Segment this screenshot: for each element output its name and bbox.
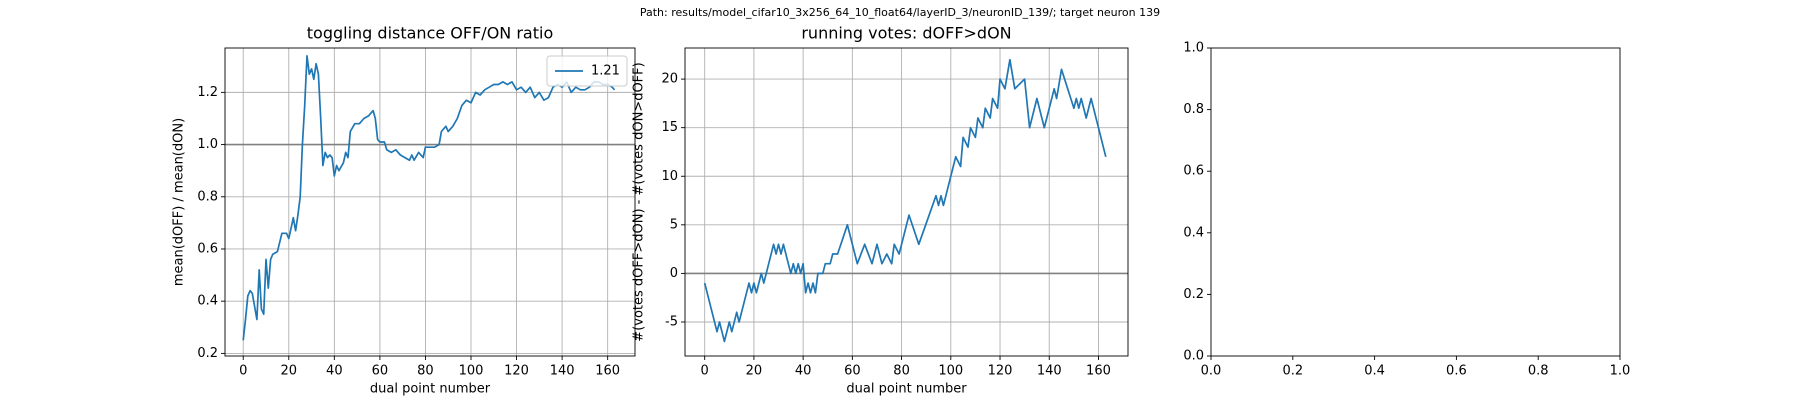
x-tick-label: 160 — [595, 364, 620, 379]
y-tick-label: 1.0 — [197, 137, 218, 152]
subplot: 0 20 40 60 80 100 120 140 160 -5 0 5 10 15 20 running v… — [632, 24, 1129, 397]
x-tick-label: 60 — [844, 364, 861, 379]
x-tick-label: 40 — [326, 364, 343, 379]
y-tick-label: 1.0 — [1183, 41, 1204, 56]
y-tick-label: 0.8 — [197, 189, 218, 204]
x-tick-label: 100 — [459, 364, 484, 379]
y-tick-label: 20 — [661, 72, 678, 87]
y-tick-label: 0.6 — [1183, 164, 1204, 179]
data-line — [703, 58, 1107, 343]
y-tick-label: 0.6 — [197, 241, 218, 256]
x-tick-label: 20 — [281, 364, 298, 379]
y-tick-label: 0 — [670, 266, 678, 281]
x-tick-label: 120 — [988, 364, 1013, 379]
x-tick-label: 0.4 — [1364, 364, 1385, 379]
y-tick-label: 0.0 — [1183, 349, 1204, 364]
y-axis-label: #(votes dOFF>dON) - #(votes dON>dOFF) — [632, 62, 647, 341]
subplot-title: running votes: dOFF>dON — [801, 24, 1011, 43]
y-tick-label: -5 — [665, 314, 678, 329]
x-tick-label: 40 — [795, 364, 812, 379]
axes-frame — [684, 47, 1129, 357]
y-tick-label: 15 — [661, 120, 678, 135]
figure-title: Path: results/model_cifar10_3x256_64_10_… — [640, 6, 1160, 19]
data-line — [242, 54, 616, 341]
x-tick-label: 80 — [893, 364, 910, 379]
x-tick-label: 100 — [938, 364, 963, 379]
x-tick-label: 120 — [504, 364, 529, 379]
x-tick-label: 0.2 — [1282, 364, 1303, 379]
x-tick-label: 1.0 — [1610, 364, 1631, 379]
x-tick-label: 20 — [746, 364, 763, 379]
x-tick-label: 140 — [550, 364, 575, 379]
y-axis-label: mean(dOFF) / mean(dON) — [172, 118, 187, 286]
y-tick-label: 0.2 — [197, 346, 218, 361]
subplot-title: toggling distance OFF/ON ratio — [307, 24, 553, 43]
axes-frame — [224, 47, 636, 357]
x-tick-label: 0 — [239, 364, 247, 379]
subplot: 0.0 0.2 0.4 0.6 0.8 1.0 0.0 0.2 0.4 0.6 0.8 1.0 — [1183, 41, 1630, 379]
y-tick-label: 1.2 — [197, 85, 218, 100]
x-tick-label: 80 — [417, 364, 434, 379]
x-tick-label: 0.0 — [1201, 364, 1222, 379]
x-axis-label: dual point number — [370, 382, 491, 397]
axes-frame — [1210, 47, 1621, 357]
x-tick-label: 160 — [1086, 364, 1111, 379]
x-tick-label: 60 — [372, 364, 389, 379]
y-tick-label: 5 — [670, 217, 678, 232]
x-tick-label: 0.6 — [1446, 364, 1467, 379]
y-tick-label: 0.8 — [1183, 102, 1204, 117]
x-tick-label: 0.8 — [1528, 364, 1549, 379]
x-tick-label: 140 — [1037, 364, 1062, 379]
y-tick-label: 0.2 — [1183, 287, 1204, 302]
subplot: 0 20 40 60 80 100 120 140 160 0.2 0.4 0.6 0.8 1.0 1.2 t… — [172, 24, 636, 397]
y-tick-label: 0.4 — [197, 294, 218, 309]
y-tick-label: 10 — [661, 169, 678, 184]
y-tick-label: 0.4 — [1183, 225, 1204, 240]
legend-label: 1.21 — [591, 64, 620, 79]
x-tick-label: 0 — [701, 364, 709, 379]
legend-box — [546, 55, 628, 87]
x-axis-label: dual point number — [846, 382, 967, 397]
